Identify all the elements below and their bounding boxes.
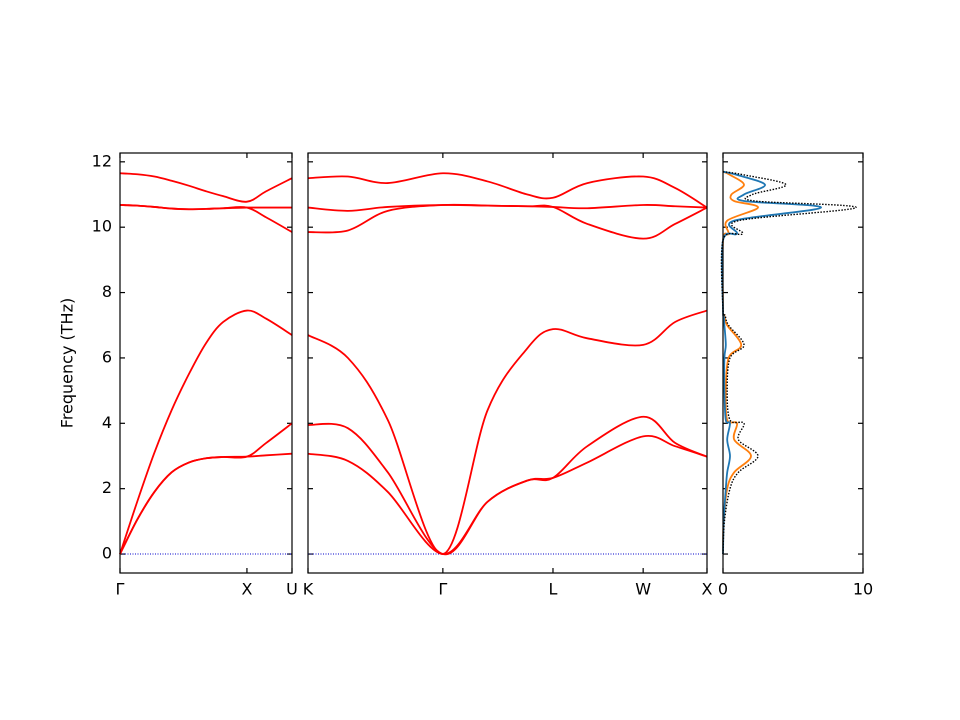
y-tick-label: 6: [102, 347, 112, 366]
x-tick-label: U: [286, 580, 298, 599]
plot-frame: [722, 152, 864, 574]
y-axis-label: Frequency (THz): [58, 298, 77, 428]
y-tick-label: 4: [102, 413, 112, 432]
band-line: [119, 309, 293, 555]
x-tick-label: Γ: [438, 580, 447, 599]
plot-frame: [119, 152, 293, 574]
x-tick-label: 0: [718, 580, 728, 599]
band-line: [307, 309, 708, 555]
band-line: [119, 204, 293, 233]
plot-frame: [307, 152, 708, 574]
y-tick-label: 12: [92, 151, 112, 170]
y-tick-label: 10: [92, 217, 112, 236]
y-tick-label: 8: [102, 282, 112, 301]
dos-line: [721, 170, 822, 555]
x-tick-label: K: [303, 580, 314, 599]
x-tick-label: 10: [853, 580, 873, 599]
dos-line: [721, 170, 759, 555]
band-line: [307, 434, 708, 555]
band-line: [307, 415, 708, 556]
x-tick-label: X: [702, 580, 713, 599]
y-tick-label: 0: [102, 544, 112, 563]
dos-line: [720, 170, 857, 555]
x-tick-label: W: [635, 580, 651, 599]
band-line: [307, 172, 708, 209]
x-tick-label: L: [549, 580, 558, 599]
x-tick-label: Γ: [116, 580, 125, 599]
y-tick-label: 2: [102, 478, 112, 497]
band-line: [119, 422, 293, 555]
x-tick-label: X: [241, 580, 252, 599]
band-line: [119, 172, 293, 203]
band-line: [307, 203, 708, 240]
